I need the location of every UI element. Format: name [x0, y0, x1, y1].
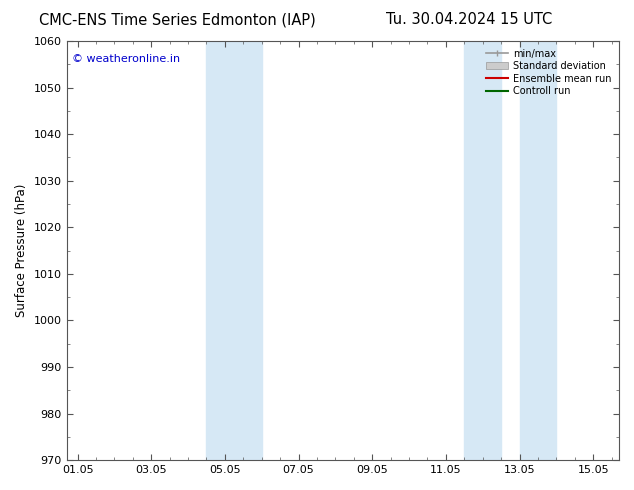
Legend: min/max, Standard deviation, Ensemble mean run, Controll run: min/max, Standard deviation, Ensemble me…: [484, 46, 614, 99]
Text: © weatheronline.in: © weatheronline.in: [72, 53, 180, 64]
Bar: [519, 41, 557, 460]
Bar: [207, 41, 262, 460]
Y-axis label: Surface Pressure (hPa): Surface Pressure (hPa): [15, 184, 28, 318]
Bar: [464, 41, 501, 460]
Text: CMC-ENS Time Series Edmonton (IAP): CMC-ENS Time Series Edmonton (IAP): [39, 12, 316, 27]
Text: Tu. 30.04.2024 15 UTC: Tu. 30.04.2024 15 UTC: [386, 12, 552, 27]
